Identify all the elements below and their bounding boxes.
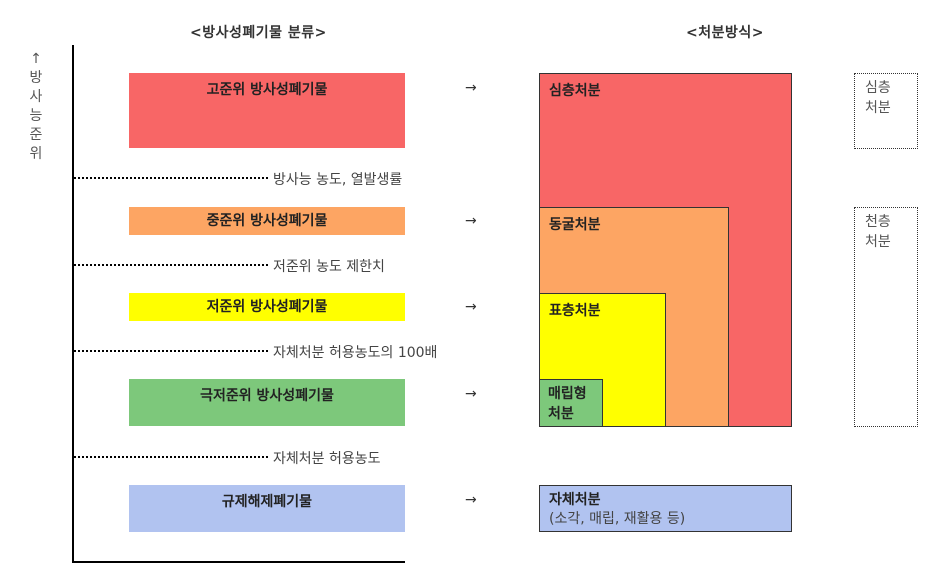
threshold-label-100x: 자체처분 허용농도의 100배: [273, 345, 438, 361]
right-arrow-icon: →: [465, 80, 477, 96]
threshold-label-low-limit: 저준위 농도 제한치: [273, 259, 385, 275]
axis-char: 능: [29, 108, 43, 124]
right-arrow-icon: →: [465, 386, 477, 402]
category-label: 중준위 방사성폐기물: [206, 213, 328, 229]
landfill-disposal-label: 처분: [548, 406, 574, 422]
shallow-group-label: 천층: [865, 214, 891, 230]
category-high-level: 고준위 방사성폐기물: [129, 73, 405, 148]
category-clearance-waste: 규제해제폐기물: [129, 485, 405, 532]
surface-disposal-label: 표층처분: [549, 303, 601, 319]
axis-char: 사: [29, 89, 43, 105]
deep-group-label: 처분: [865, 100, 891, 116]
disposal-header: <처분방식>: [686, 25, 764, 41]
shallow-group-label: 처분: [865, 234, 891, 250]
horizontal-axis: [72, 561, 405, 563]
right-arrow-icon: →: [465, 299, 477, 315]
up-arrow-icon: ↑: [30, 51, 42, 67]
threshold-line: [74, 177, 268, 179]
axis-char: 준: [29, 127, 43, 143]
deep-group-label: 심층: [865, 80, 891, 96]
classification-header: <방사성폐기물 분류>: [190, 25, 327, 41]
landfill-disposal-label: 매립형: [548, 386, 587, 402]
self-disposal-subtitle: (소각, 매립, 재활용 등): [549, 511, 686, 527]
category-label: 고준위 방사성폐기물: [206, 82, 328, 98]
vertical-axis: [72, 45, 74, 563]
deep-group-box: 심층 처분: [854, 73, 918, 149]
threshold-line: [74, 264, 268, 266]
self-disposal-box: 자체처분 (소각, 매립, 재활용 등): [539, 485, 792, 532]
self-disposal-title: 자체처분: [549, 492, 601, 508]
threshold-label-clearance: 자체처분 허용농도: [273, 451, 381, 467]
category-label: 규제해제폐기물: [221, 494, 313, 510]
right-arrow-icon: →: [465, 213, 477, 229]
axis-char: 위: [29, 146, 43, 162]
category-intermediate-level: 중준위 방사성폐기물: [129, 207, 405, 235]
threshold-line: [74, 456, 268, 458]
cave-disposal-label: 동굴처분: [549, 217, 601, 233]
axis-char: 방: [29, 70, 43, 86]
shallow-group-box: 천층 처분: [854, 207, 918, 427]
category-low-level: 저준위 방사성폐기물: [129, 293, 405, 321]
right-arrow-icon: →: [465, 492, 477, 508]
category-label: 저준위 방사성폐기물: [206, 299, 328, 315]
radioactivity-axis-label: ↑ 방 사 능 준 위: [28, 50, 44, 164]
category-very-low-level: 극저준위 방사성폐기물: [129, 379, 405, 426]
category-label: 극저준위 방사성폐기물: [200, 388, 334, 404]
threshold-line: [74, 350, 268, 352]
deep-disposal-label: 심층처분: [549, 83, 601, 99]
threshold-label-heat: 방사능 농도, 열발생률: [273, 172, 403, 188]
landfill-disposal-box: 매립형 처분: [539, 379, 603, 427]
